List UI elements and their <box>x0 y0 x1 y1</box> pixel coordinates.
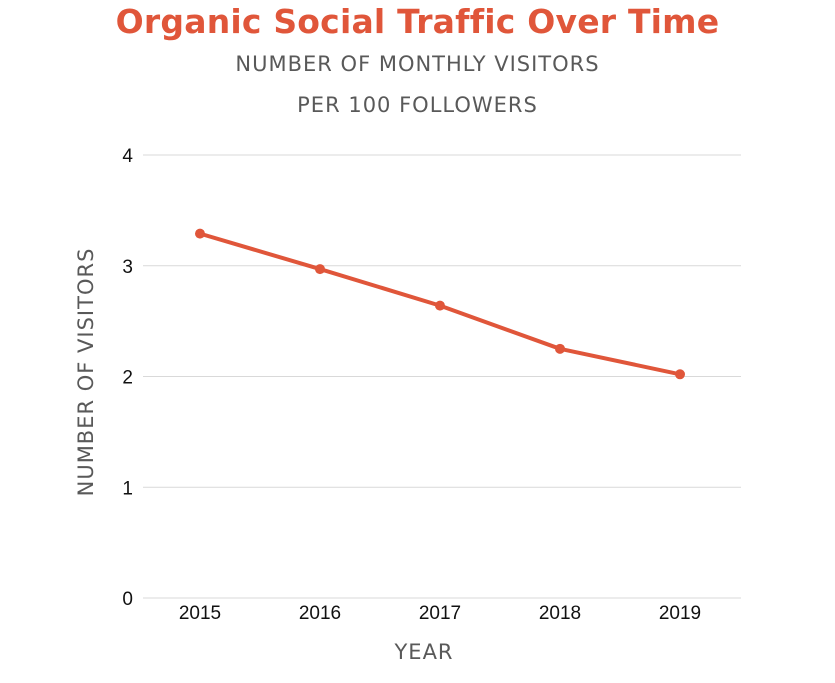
data-point-2017 <box>435 300 445 311</box>
chart-subtitle-line-1: NUMBER OF MONTHLY VISITORS <box>235 52 600 76</box>
x-axis-title: YEAR <box>393 640 453 664</box>
y-tick-label: 2 <box>122 368 133 389</box>
data-point-2016 <box>315 264 325 275</box>
chart-title: Organic Social Traffic Over Time <box>115 2 720 41</box>
y-tick-labels: 0 1 2 3 4 <box>122 146 133 610</box>
y-tick-label: 3 <box>122 257 133 278</box>
data-point-2019 <box>675 369 685 380</box>
chart-subtitle-line-2: PER 100 FOLLOWERS <box>297 93 538 117</box>
x-tick-label: 2015 <box>179 603 221 624</box>
series-layer <box>195 228 685 380</box>
x-tick-label: 2017 <box>419 603 461 624</box>
y-tick-label: 0 <box>122 589 133 610</box>
x-tick-label: 2018 <box>539 603 581 624</box>
data-point-2015 <box>195 228 205 239</box>
y-axis-title: NUMBER OF VISITORS <box>74 248 98 497</box>
x-tick-label: 2016 <box>299 603 341 624</box>
x-tick-label: 2019 <box>659 603 701 624</box>
x-tick-labels: 2015 2016 2017 2018 2019 <box>179 603 701 624</box>
y-tick-label: 4 <box>122 146 133 167</box>
y-tick-label: 1 <box>122 478 133 499</box>
grid-lines <box>143 154 741 599</box>
data-point-2018 <box>555 343 565 354</box>
